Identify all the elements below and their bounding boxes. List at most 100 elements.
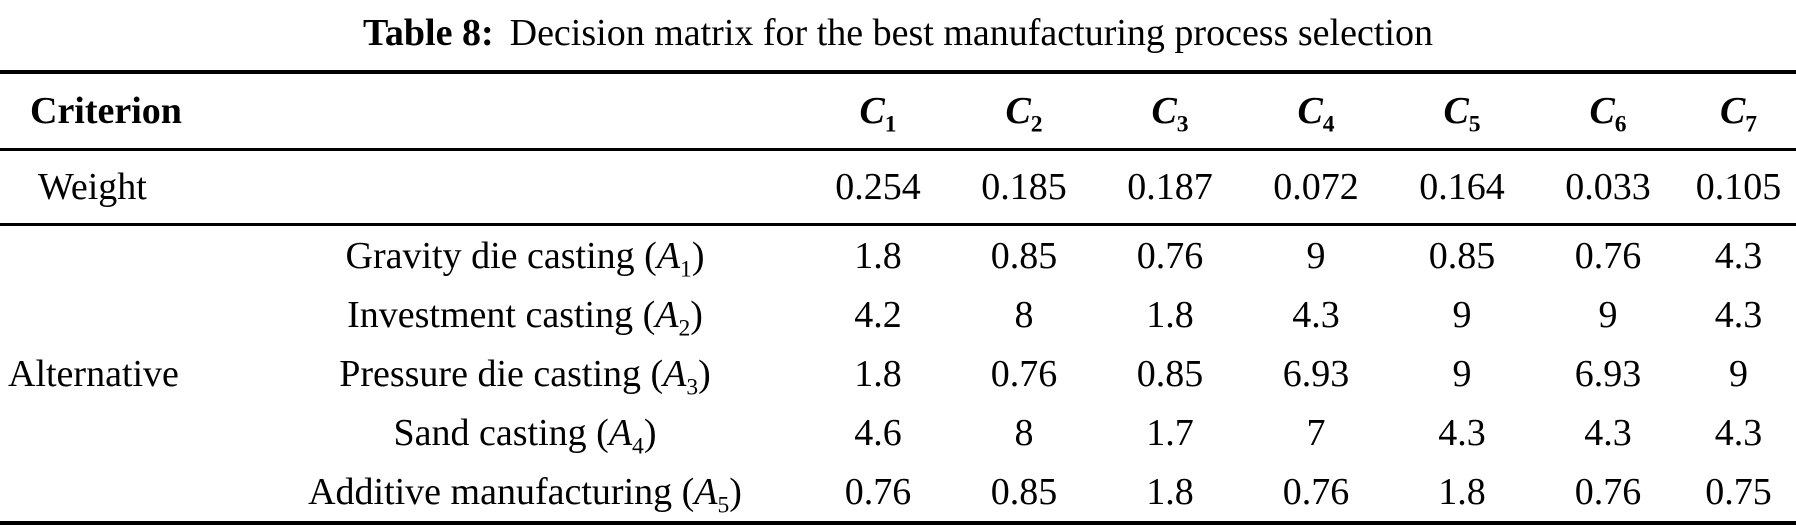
- alternative-name: Gravity die casting (A1): [245, 225, 805, 286]
- table-caption-number: Table 8:: [363, 12, 494, 54]
- matrix-cell: 9: [1452, 352, 1472, 395]
- criterion-subscript: 6: [1614, 111, 1627, 138]
- matrix-cell: 0.85: [1136, 352, 1204, 395]
- matrix-cell: 1.7: [1146, 411, 1194, 454]
- weight-value: 0.033: [1535, 149, 1682, 226]
- matrix-cell: 1.8: [854, 234, 902, 277]
- alternative-name: Additive manufacturing (A5): [245, 462, 806, 525]
- alternative-subscript: 5: [717, 492, 730, 519]
- matrix-cell: 9: [1729, 352, 1748, 395]
- criterion-symbol: C: [1719, 90, 1746, 132]
- criterion-c5-header: C5: [1389, 70, 1536, 151]
- alternative-name-close: ): [690, 293, 703, 336]
- alternative-symbol: A: [655, 293, 679, 336]
- matrix-cell: 4.3: [1714, 234, 1763, 277]
- matrix-cell: 9: [1306, 234, 1326, 277]
- alternative-name-text: Investment casting (: [347, 293, 656, 336]
- matrix-cell: 1.8: [1097, 462, 1244, 525]
- alternative-subscript: 2: [678, 315, 691, 342]
- alternative-symbol: A: [663, 352, 687, 395]
- matrix-cell: 0.76: [990, 352, 1058, 395]
- alternative-name: Pressure die casting (A3): [245, 344, 805, 403]
- alternative-name-close: ): [643, 411, 657, 454]
- alternative-subscript: 3: [686, 374, 699, 401]
- matrix-cell: 4.3: [1714, 411, 1763, 454]
- alternative-name: Sand casting (A4): [245, 403, 805, 462]
- criterion-symbol: C: [859, 90, 885, 132]
- alternative-name-text: Pressure die casting (: [339, 352, 664, 395]
- alternative-subscript: 4: [632, 433, 644, 460]
- matrix-cell: 8: [1014, 411, 1034, 454]
- alternative-name-text: Sand casting (: [393, 411, 609, 454]
- matrix-cell: 0.76: [805, 462, 952, 525]
- matrix-cell: 4.6: [854, 411, 902, 454]
- matrix-cell: 4.3: [1292, 293, 1340, 336]
- matrix-cell: 1.8: [1146, 293, 1194, 336]
- weight-value: 0.105: [1681, 149, 1796, 226]
- matrix-cell: 7: [1306, 411, 1326, 454]
- matrix-cell: 4.3: [1714, 293, 1763, 336]
- criterion-subscript: 3: [1176, 111, 1189, 138]
- table-row: Additive manufacturing (A5) 0.76 0.85 1.…: [0, 462, 1796, 525]
- criterion-c4-header: C4: [1243, 70, 1390, 151]
- alternative-subscript: 1: [680, 256, 692, 283]
- decision-matrix-table: Criterion C1 C2 C3 C4 C5 C6 C7 Weight 0.…: [0, 70, 1796, 525]
- weight-row-label: Weight: [0, 149, 806, 226]
- criterion-c6-header: C6: [1535, 70, 1682, 151]
- table-caption-text: Decision matrix for the best manufacturi…: [509, 12, 1433, 54]
- weight-value: 0.254: [805, 149, 952, 226]
- criterion-subscript: 4: [1322, 111, 1335, 138]
- criterion-symbol: C: [1151, 90, 1177, 132]
- matrix-cell: 0.75: [1681, 462, 1796, 525]
- table-row: Criterion C1 C2 C3 C4 C5 C6 C7: [0, 70, 1796, 151]
- matrix-cell: 4.3: [1438, 411, 1486, 454]
- alternative-name-close: ): [698, 352, 711, 395]
- table-row: Investment casting (A2) 4.2 8 1.8 4.3 9 …: [0, 285, 1796, 344]
- matrix-cell: 9: [1452, 293, 1472, 336]
- alternative-name-text: Additive manufacturing (: [308, 470, 695, 513]
- matrix-cell: 0.85: [951, 462, 1098, 525]
- matrix-cell: 1.8: [1389, 462, 1536, 525]
- matrix-cell: 0.76: [1243, 462, 1390, 525]
- weight-value: 0.187: [1097, 149, 1244, 226]
- alternative-symbol: A: [608, 411, 633, 454]
- matrix-cell: 0.76: [1136, 234, 1204, 277]
- criterion-c1-header: C1: [805, 70, 952, 151]
- alternative-symbol: A: [694, 470, 718, 513]
- matrix-cell: 4.2: [854, 293, 902, 336]
- criterion-c7-header: C7: [1681, 70, 1796, 151]
- criterion-subscript: 7: [1745, 111, 1758, 138]
- criterion-symbol: C: [1297, 90, 1323, 132]
- criterion-subscript: 2: [1030, 111, 1043, 138]
- table-row: Sand casting (A4) 4.6 8 1.7 7 4.3 4.3 4.…: [0, 403, 1796, 462]
- weight-value: 0.164: [1389, 149, 1536, 226]
- alternative-group-label: Alternative: [0, 224, 245, 525]
- matrix-cell: 1.8: [854, 352, 902, 395]
- criterion-subscript: 5: [1468, 111, 1481, 138]
- criterion-symbol: C: [1443, 90, 1469, 132]
- alternative-symbol: A: [656, 234, 681, 277]
- criterion-header: Criterion: [0, 70, 806, 151]
- matrix-cell: 9: [1598, 293, 1618, 336]
- criterion-subscript: 1: [884, 111, 897, 138]
- alternative-name-text: Gravity die casting (: [345, 234, 657, 277]
- criterion-c3-header: C3: [1097, 70, 1244, 151]
- criterion-symbol: C: [1589, 90, 1615, 132]
- weight-value: 0.072: [1243, 149, 1390, 226]
- matrix-cell: 6.93: [1574, 352, 1642, 395]
- matrix-cell: 8: [1014, 293, 1034, 336]
- table-caption: Table 8: Decision matrix for the best man…: [0, 4, 1796, 62]
- matrix-cell: 0.76: [1535, 462, 1682, 525]
- alternative-name-close: ): [691, 234, 705, 277]
- table-row: Pressure die casting (A3) 1.8 0.76 0.85 …: [0, 344, 1796, 403]
- criterion-c2-header: C2: [951, 70, 1098, 151]
- matrix-cell: 0.85: [1428, 234, 1496, 277]
- table-row: Weight 0.254 0.185 0.187 0.072 0.164 0.0…: [0, 149, 1796, 226]
- weight-value: 0.185: [951, 149, 1098, 226]
- criterion-symbol: C: [1005, 90, 1031, 132]
- alternative-name: Investment casting (A2): [245, 285, 805, 344]
- alternative-name-close: ): [729, 470, 742, 513]
- matrix-cell: 0.76: [1574, 234, 1642, 277]
- table-row: Alternative Gravity die casting (A1) 1.8…: [0, 224, 1796, 525]
